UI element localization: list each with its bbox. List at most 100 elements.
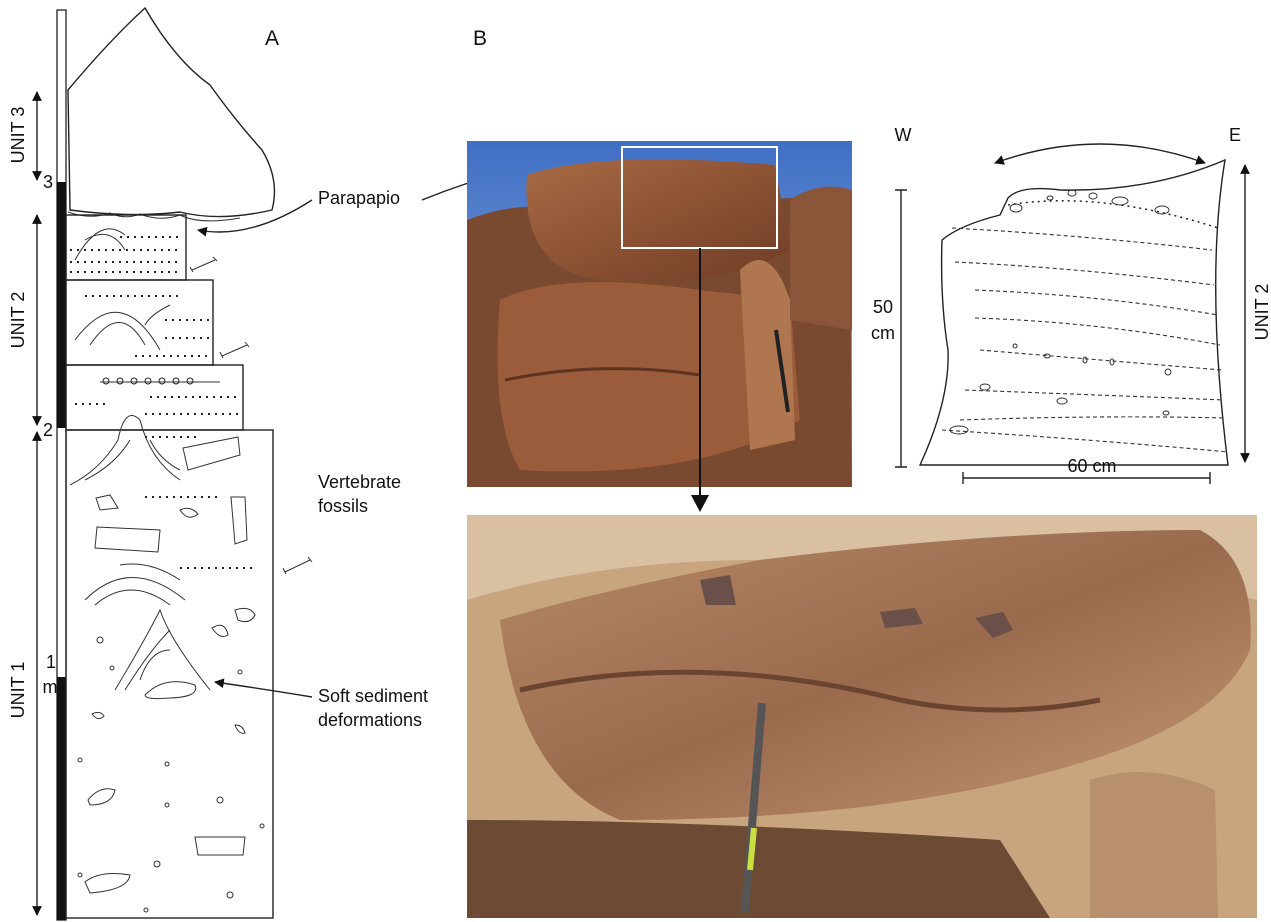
- shape: [69, 415, 181, 486]
- shape: [1043, 353, 1051, 359]
- shape: [84, 607, 256, 894]
- dimension-label: cm: [871, 323, 895, 343]
- shape: [186, 377, 194, 385]
- shape: [65, 214, 187, 281]
- shape: [500, 530, 1251, 820]
- shape: [219, 341, 250, 359]
- shape: [1046, 195, 1054, 201]
- unit-label: UNIT 1: [8, 662, 28, 719]
- shape: [109, 665, 115, 671]
- shape: [941, 227, 1229, 453]
- shape: [94, 436, 248, 553]
- scale-tick: 3: [43, 172, 53, 192]
- shape: [57, 182, 66, 428]
- shape: [116, 377, 124, 385]
- shape: [102, 377, 110, 385]
- shape: [282, 556, 313, 575]
- annotation: deformations: [318, 710, 422, 730]
- arrow: [994, 143, 1206, 165]
- shape: [75, 396, 238, 438]
- shape: [467, 820, 1050, 918]
- shape: [77, 757, 83, 763]
- shape: [979, 383, 991, 391]
- shape: [102, 377, 194, 385]
- direction-label: W: [895, 125, 912, 145]
- shape: [497, 282, 800, 472]
- shape: [259, 823, 265, 829]
- shape: [1009, 203, 1023, 213]
- shape: [65, 364, 244, 431]
- annotation: Parapapio: [318, 188, 400, 208]
- shape: [189, 256, 218, 273]
- unit-label: UNIT 2: [8, 292, 28, 349]
- shape: [747, 827, 757, 871]
- shape: [1111, 196, 1129, 206]
- shape: [1082, 356, 1088, 364]
- photo-outcrop: [467, 141, 852, 487]
- shape: [153, 860, 161, 868]
- scale-unit: m: [43, 677, 58, 697]
- shape: [962, 472, 1211, 484]
- shape: [741, 702, 766, 913]
- shape: [77, 872, 83, 878]
- shape: [1088, 192, 1098, 200]
- shape: [85, 295, 210, 357]
- shape: [1154, 205, 1170, 215]
- shape: [216, 796, 224, 804]
- shape: [74, 228, 126, 261]
- annotation: fossils: [318, 496, 368, 516]
- dimension-label: 50: [873, 297, 893, 317]
- shape: [144, 681, 197, 700]
- arrow: [214, 678, 313, 698]
- shape: [1162, 410, 1170, 416]
- scale-bar: [56, 9, 67, 921]
- shape: [1109, 358, 1115, 366]
- shape: [67, 211, 241, 222]
- panel-label: A: [265, 27, 279, 50]
- shape: [1067, 189, 1077, 197]
- unit-label: UNIT 3: [8, 107, 28, 164]
- sketch-block: [918, 158, 1229, 466]
- shape: [74, 304, 171, 351]
- shape: [114, 608, 211, 691]
- shape: [1007, 200, 1219, 229]
- shape: [57, 677, 66, 920]
- strat-column: [65, 6, 276, 919]
- shape: [164, 802, 170, 808]
- annotation: Vertebrate: [318, 472, 401, 492]
- shape: [895, 189, 907, 468]
- shape: [740, 260, 795, 450]
- shape: [145, 496, 255, 569]
- shape: [774, 329, 790, 413]
- shape: [143, 907, 149, 913]
- shape: [65, 429, 274, 919]
- panel-label: B: [473, 27, 487, 50]
- unit-label: UNIT 2: [1252, 284, 1271, 341]
- shape: [526, 159, 790, 282]
- arrow: [197, 199, 313, 237]
- shape: [1056, 397, 1068, 405]
- scale-tick: 1: [46, 652, 56, 672]
- scale-tick: 2: [43, 420, 53, 440]
- shape: [84, 563, 186, 606]
- shape: [164, 761, 170, 767]
- shape: [70, 236, 182, 273]
- shape: [790, 186, 852, 330]
- photo-closeup: [467, 515, 1257, 918]
- shape: [519, 669, 1101, 713]
- direction-label: E: [1229, 125, 1241, 145]
- shape: [144, 377, 152, 385]
- shape: [77, 665, 265, 913]
- shape: [1090, 772, 1218, 918]
- annotation: Soft sediment: [318, 686, 428, 706]
- shape: [67, 6, 276, 218]
- arrow-head: [691, 495, 709, 512]
- shape: [237, 669, 243, 675]
- bone-icons: [189, 256, 313, 575]
- shape: [172, 377, 180, 385]
- shape: [1012, 343, 1018, 349]
- shape: [158, 377, 166, 385]
- shape: [1164, 368, 1172, 376]
- shape: [949, 425, 969, 435]
